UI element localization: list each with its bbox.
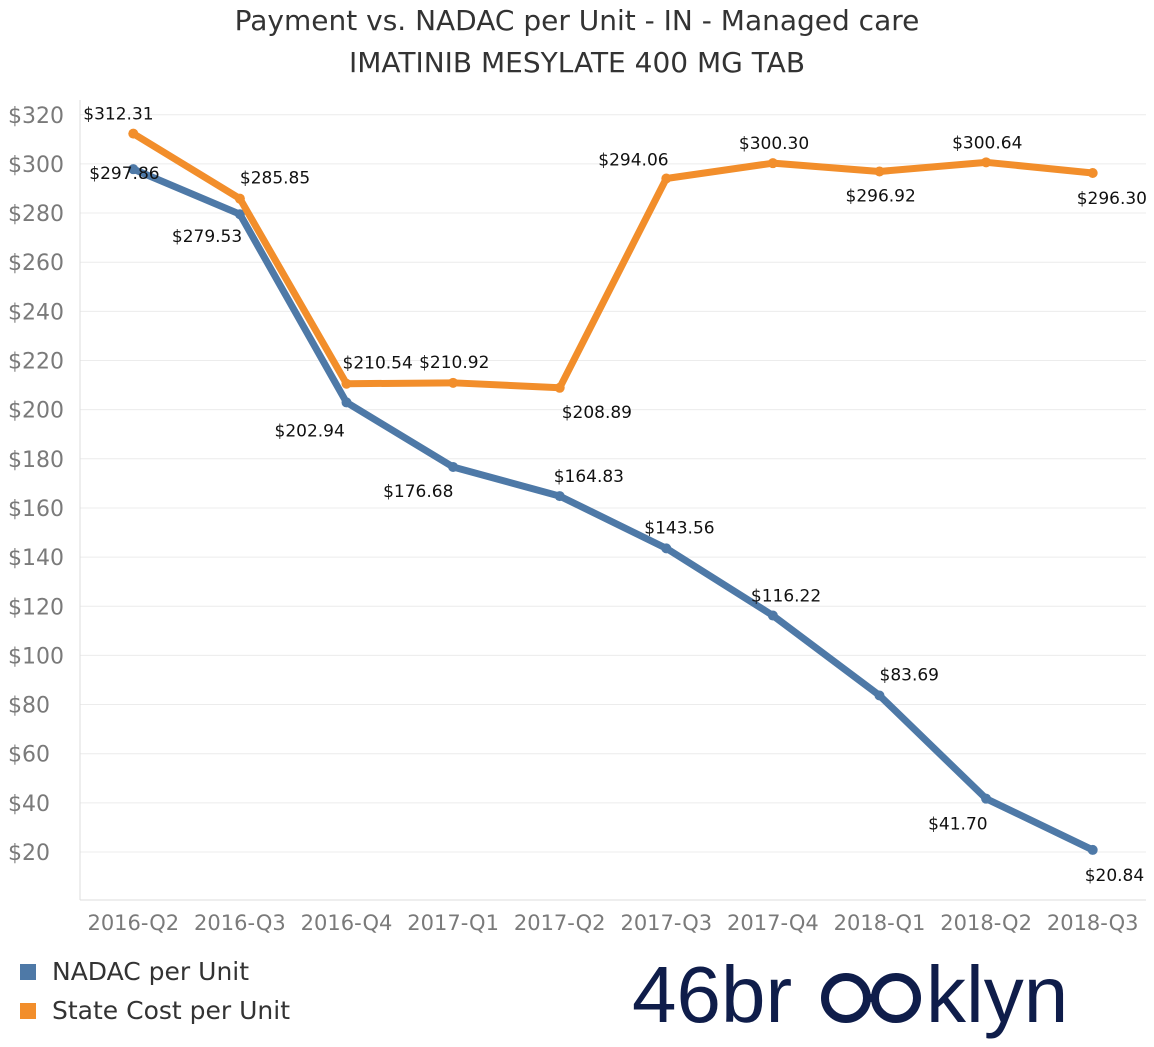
chart-title-block: Payment vs. NADAC per Unit - IN - Manage… [0,0,1154,84]
y-tick-label: $320 [8,104,64,129]
nadac-data-label: $143.56 [644,518,714,538]
nadac-data-label: $176.68 [383,482,453,502]
nadac-point [128,164,139,175]
nadac-data-label: $20.84 [1085,866,1144,886]
state-cost-point [661,173,672,184]
state-cost-data-label: $312.31 [83,105,153,125]
legend-item-state: State Cost per Unit [20,991,290,1030]
y-axis-ticks: $20 $40 $60 $80 $100 $120 $140 $160 $180 $200 $220… [8,104,64,866]
x-tick-label: 2018-Q2 [940,911,1032,935]
y-tick-label: $60 [8,743,50,768]
legend-label-state: State Cost per Unit [52,996,291,1025]
nadac-data-label: $164.83 [554,467,624,487]
x-tick-label: 2016-Q3 [194,911,286,935]
state-cost-data-label: $285.85 [240,169,310,189]
legend: NADAC per Unit State Cost per Unit [20,952,290,1030]
nadac-point [1087,844,1098,855]
nadac-data-label: $83.69 [880,665,939,685]
x-axis-ticks: 2016-Q2 2016-Q3 2016-Q4 2017-Q1 2017-Q2 2017-… [87,911,1138,935]
x-tick-label: 2018-Q1 [834,911,926,935]
state-cost-point [554,382,565,393]
nadac-point [981,793,992,804]
state-cost-data-label: $210.92 [419,353,489,373]
state-cost-point [767,158,778,169]
chart-subtitle: IMATINIB MESYLATE 400 MG TAB [348,46,806,79]
line-chart: $20 $40 $60 $80 $100 $120 $140 $160 $180 $200 $220… [8,100,1147,935]
y-tick-label: $200 [8,399,64,424]
legend-swatch-nadac [20,963,36,980]
y-tick-label: $40 [8,792,50,817]
state-cost-point [1087,167,1098,178]
x-tick-label: 2017-Q1 [407,911,499,935]
legend-label-nadac: NADAC per Unit [52,957,250,986]
gridlines [80,114,1146,853]
state-cost-point [128,128,139,139]
y-tick-label: $240 [8,300,64,325]
nadac-point [341,397,352,408]
state-cost-data-label: $300.64 [952,133,1022,153]
x-tick-label: 2017-Q3 [620,911,712,935]
x-tick-label: 2016-Q4 [301,911,393,935]
x-tick-label: 2016-Q2 [87,911,179,935]
state-cost-data-label: $294.06 [598,150,668,170]
state-cost-point [448,377,459,388]
brand-text-suffix: klyn [926,950,1068,1039]
x-tick-label: 2018-Q3 [1047,911,1139,935]
x-tick-label: 2017-Q2 [514,911,606,935]
state-cost-point [341,378,352,389]
nadac-data-label: $279.53 [172,227,242,247]
y-tick-label: $300 [8,153,64,178]
legend-item-nadac: NADAC per Unit [20,952,290,991]
brand-logo: 46br klyn [632,950,1068,1039]
nadac-point [234,209,245,220]
state-cost-point [874,166,885,177]
state-cost-point [234,193,245,204]
y-tick-label: $100 [8,644,64,669]
brand-text-prefix: 46br [632,950,792,1039]
y-tick-label: $80 [8,694,50,719]
state-cost-data-label: $208.89 [562,403,632,423]
nadac-data-label: $116.22 [751,587,821,607]
y-tick-label: $140 [8,546,64,571]
nadac-point [874,690,885,701]
state-cost-data-label: $296.30 [1077,189,1147,209]
y-tick-label: $220 [8,350,64,375]
nadac-point [554,491,565,502]
y-tick-label: $20 [8,841,50,866]
nadac-data-label: $297.86 [89,164,159,184]
nadac-point [661,543,672,554]
state-cost-data-label: $210.54 [343,354,413,374]
y-tick-label: $160 [8,497,64,522]
y-tick-label: $120 [8,595,64,620]
nadac-data-label: $202.94 [275,421,345,441]
legend-swatch-state [20,1002,36,1019]
state-cost-data-label: $296.92 [846,186,916,206]
glasses-icon [821,973,921,1023]
y-tick-label: $180 [8,448,64,473]
nadac-point [448,461,459,472]
state-cost-point [981,157,992,168]
nadac-line [129,165,1097,854]
chart-title: Payment vs. NADAC per Unit - IN - Manage… [234,4,920,37]
x-tick-label: 2017-Q4 [727,911,819,935]
y-tick-label: $280 [8,202,64,227]
state-cost-data-label: $300.30 [739,134,809,154]
state-cost-line [129,130,1097,392]
nadac-point [767,610,778,621]
nadac-data-label: $41.70 [928,815,987,835]
y-tick-label: $260 [8,251,64,276]
